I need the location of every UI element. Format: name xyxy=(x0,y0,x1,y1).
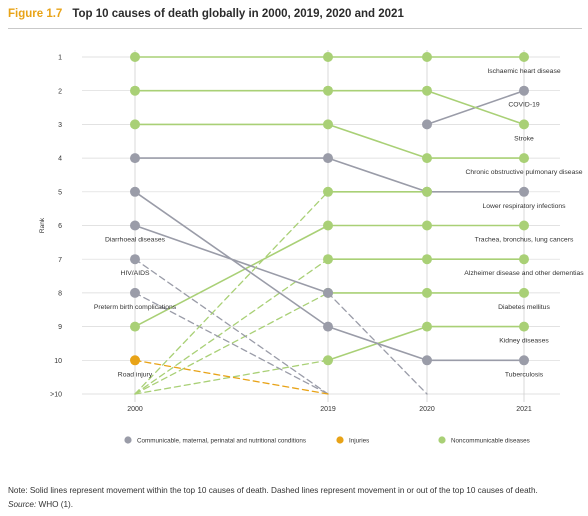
figure-label: Figure 1.7 xyxy=(8,8,63,20)
series-label: Preterm birth complications xyxy=(94,304,177,311)
series-marker xyxy=(323,287,333,298)
series-segment xyxy=(134,224,329,294)
series-segment xyxy=(426,89,525,126)
series-marker xyxy=(519,153,529,164)
series-marker xyxy=(422,186,432,197)
legend-label: Noncommunicable diseases xyxy=(451,438,530,445)
legend-marker xyxy=(336,436,344,444)
series-marker xyxy=(422,355,432,366)
series-marker xyxy=(130,186,140,197)
series-segment xyxy=(327,123,428,159)
series-marker xyxy=(130,153,140,164)
figure-heading: Figure 1.7 Top 10 causes of death globall… xyxy=(8,8,404,20)
series-marker xyxy=(422,119,432,130)
y-tick-label: 3 xyxy=(58,122,62,129)
series-marker xyxy=(519,287,529,298)
series-label: Trachea, bronchus, lung cancers xyxy=(475,237,574,244)
series-segment xyxy=(134,359,329,395)
series-marker xyxy=(422,321,432,332)
series-marker xyxy=(323,321,333,332)
series-segment xyxy=(327,157,428,193)
series-label: Ischaemic heart disease xyxy=(487,68,561,75)
series-marker xyxy=(130,52,140,62)
series-label: Diabetes mellitus xyxy=(498,304,550,311)
source-label: Source: xyxy=(8,500,37,509)
y-tick-label: 4 xyxy=(58,156,62,163)
series-marker xyxy=(519,186,529,197)
x-tick-label: 2000 xyxy=(127,406,143,413)
series-marker xyxy=(130,254,140,265)
y-tick-label: 8 xyxy=(58,291,62,298)
series-segment xyxy=(134,292,329,395)
legend-marker xyxy=(124,436,132,444)
series-label: Road injury xyxy=(118,371,153,378)
y-tick-label: 10 xyxy=(54,358,62,365)
series-marker xyxy=(519,254,529,265)
legend-marker xyxy=(438,436,446,444)
series-label: Diarrhoeal diseases xyxy=(105,237,166,244)
series-marker xyxy=(323,254,333,265)
series-segment xyxy=(134,258,329,395)
series-marker xyxy=(519,52,529,62)
series-marker xyxy=(519,119,529,130)
series-segment xyxy=(134,292,329,395)
series-marker xyxy=(422,153,432,164)
series-marker xyxy=(519,321,529,332)
figure-title: Top 10 causes of death globally in 2000,… xyxy=(72,8,404,20)
series-marker xyxy=(422,287,432,298)
series-marker xyxy=(519,85,529,96)
y-tick-label: 5 xyxy=(58,189,62,196)
series-segment xyxy=(134,191,329,395)
series-marker xyxy=(130,321,140,332)
series-label: Tuberculosis xyxy=(505,371,544,378)
source-line: Source: WHO (1). xyxy=(8,500,73,509)
series-marker xyxy=(323,52,333,62)
series-marker xyxy=(130,85,140,96)
heading-divider xyxy=(8,28,582,29)
source-text: WHO (1). xyxy=(36,500,74,509)
legend-label: Injuries xyxy=(349,438,369,445)
series-marker xyxy=(323,355,333,366)
y-tick-label: 1 xyxy=(58,55,62,62)
series-label: COVID-19 xyxy=(508,102,540,109)
y-tick-label: 6 xyxy=(58,223,62,230)
series-marker xyxy=(422,254,432,265)
y-tick-label: 2 xyxy=(58,88,62,95)
series-marker xyxy=(323,85,333,96)
x-tick-label: 2019 xyxy=(320,406,336,413)
series-label: Chronic obstructive pulmonary disease xyxy=(465,169,582,176)
series-marker xyxy=(323,153,333,164)
series-label: Stroke xyxy=(514,135,534,142)
series-marker xyxy=(130,119,140,130)
series-marker xyxy=(422,220,432,231)
series-label: Alzheimer disease and other dementias xyxy=(464,270,584,277)
series-marker xyxy=(323,220,333,231)
series-label: Lower respiratory infections xyxy=(482,203,566,210)
y-axis-label: Rank xyxy=(39,217,46,233)
series-marker xyxy=(323,186,333,197)
legend-label: Communicable, maternal, perinatal and nu… xyxy=(137,438,306,445)
series-label: HIV/AIDS xyxy=(120,270,150,277)
series-marker xyxy=(422,85,432,96)
series-marker xyxy=(519,355,529,366)
series-marker xyxy=(519,220,529,231)
y-tick-label: 7 xyxy=(58,257,62,264)
y-tick-label: >10 xyxy=(50,392,62,399)
series-marker xyxy=(422,52,432,62)
x-tick-label: 2021 xyxy=(516,406,532,413)
rank-chart: 1 2 3 4 5 6 7 8 9 10 >10 2000 2019 2020 2021 Rank Ischae… xyxy=(39,50,584,445)
footnote: Note: Solid lines represent movement wit… xyxy=(8,486,538,495)
series-marker xyxy=(130,287,140,298)
x-tick-label: 2020 xyxy=(419,406,435,413)
y-tick-label: 9 xyxy=(58,324,62,331)
series-label: Kidney diseases xyxy=(499,338,549,345)
series-marker xyxy=(130,355,140,366)
series-segment xyxy=(134,359,329,395)
series-marker xyxy=(323,119,333,130)
series-segment xyxy=(327,292,428,395)
series-marker xyxy=(130,220,140,231)
